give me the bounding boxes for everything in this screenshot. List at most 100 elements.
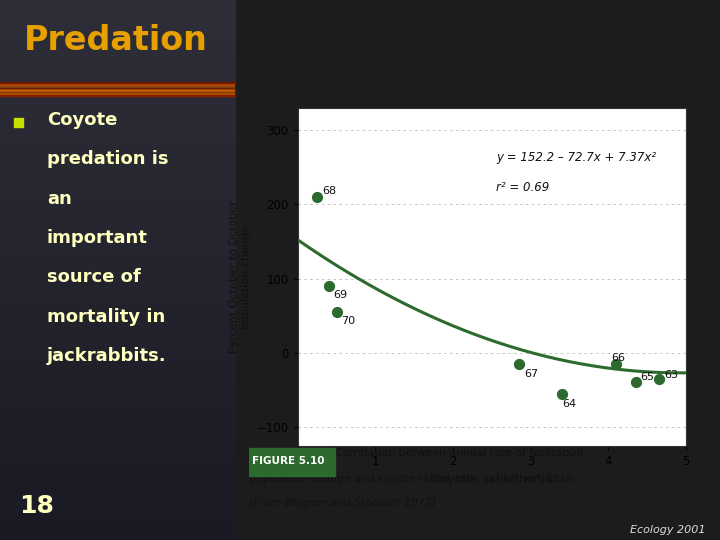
Bar xyxy=(0,386,235,389)
Bar xyxy=(0,397,235,400)
Bar xyxy=(0,84,235,85)
Bar xyxy=(0,413,235,416)
Bar xyxy=(0,529,235,532)
Bar xyxy=(0,94,235,97)
Bar xyxy=(0,113,235,116)
Text: r² = 0.69: r² = 0.69 xyxy=(496,181,549,194)
Bar xyxy=(0,3,235,5)
Bar xyxy=(0,284,235,286)
Bar xyxy=(0,346,235,348)
Bar xyxy=(0,68,235,70)
Bar xyxy=(0,516,235,518)
Bar xyxy=(0,93,235,94)
Bar xyxy=(0,181,235,184)
Bar xyxy=(0,510,235,513)
Bar xyxy=(0,38,235,40)
Text: predation is: predation is xyxy=(47,150,168,168)
Bar xyxy=(0,448,235,451)
Bar xyxy=(0,497,235,500)
Bar xyxy=(0,454,235,456)
Bar xyxy=(0,313,235,316)
Bar xyxy=(0,108,235,111)
Bar xyxy=(0,462,235,464)
Bar xyxy=(0,24,235,27)
Bar xyxy=(0,500,235,502)
Text: 65: 65 xyxy=(640,372,654,382)
Bar xyxy=(0,211,235,213)
Text: 63: 63 xyxy=(665,370,678,380)
Bar xyxy=(0,481,235,483)
Bar xyxy=(0,230,235,232)
Text: Correlation between annual rate of jackrabbit: Correlation between annual rate of jackr… xyxy=(335,448,583,457)
Bar xyxy=(0,111,235,113)
Bar xyxy=(0,70,235,73)
Bar xyxy=(0,402,235,405)
Bar xyxy=(0,424,235,427)
Bar xyxy=(0,437,235,440)
Bar xyxy=(0,400,235,402)
Bar xyxy=(0,84,235,86)
Bar xyxy=(0,275,235,278)
Bar xyxy=(0,456,235,459)
Bar xyxy=(0,394,235,397)
Bar xyxy=(0,227,235,229)
Text: 66: 66 xyxy=(611,353,626,363)
Bar xyxy=(0,92,235,94)
Bar xyxy=(0,251,235,254)
Bar xyxy=(0,502,235,505)
Bar xyxy=(0,508,235,510)
Bar xyxy=(0,89,235,90)
Bar xyxy=(0,240,235,243)
Bar xyxy=(0,184,235,186)
Bar xyxy=(0,286,235,289)
Bar xyxy=(0,59,235,62)
Bar xyxy=(0,297,235,300)
Bar xyxy=(0,381,235,383)
Bar xyxy=(0,478,235,481)
Bar xyxy=(0,343,235,346)
Bar xyxy=(0,310,235,313)
Bar xyxy=(0,216,235,219)
Point xyxy=(331,308,343,316)
Bar xyxy=(0,338,235,340)
Text: jackrabbits.: jackrabbits. xyxy=(47,347,166,365)
Bar xyxy=(0,443,235,445)
Bar xyxy=(0,362,235,364)
Bar xyxy=(0,378,235,381)
Bar xyxy=(0,537,235,540)
Bar xyxy=(0,165,235,167)
Bar xyxy=(0,30,235,32)
Bar xyxy=(0,176,235,178)
Bar xyxy=(0,375,235,378)
Bar xyxy=(0,278,235,281)
Point xyxy=(513,360,525,368)
Bar xyxy=(0,132,235,135)
Text: an: an xyxy=(47,190,72,207)
Text: source of: source of xyxy=(47,268,140,286)
Bar xyxy=(0,356,235,359)
Bar xyxy=(0,85,235,86)
Bar xyxy=(0,167,235,170)
Bar xyxy=(0,451,235,454)
Y-axis label: Percent October to October
population change: Percent October to October population ch… xyxy=(230,200,251,353)
Bar xyxy=(0,427,235,429)
Text: Predation: Predation xyxy=(24,24,207,57)
Bar xyxy=(0,392,235,394)
Bar xyxy=(0,65,235,68)
Bar xyxy=(0,40,235,43)
Bar xyxy=(0,124,235,127)
Bar xyxy=(0,259,235,262)
Text: Coyote: Coyote xyxy=(47,111,117,129)
Bar xyxy=(0,389,235,392)
Text: mortality in: mortality in xyxy=(47,308,165,326)
Bar xyxy=(0,122,235,124)
Bar xyxy=(0,135,235,138)
Bar xyxy=(0,81,235,84)
Bar xyxy=(0,332,235,335)
Bar xyxy=(0,140,235,143)
Bar xyxy=(0,78,235,81)
Bar xyxy=(0,86,235,87)
Bar xyxy=(0,86,235,89)
Bar xyxy=(0,370,235,373)
Bar xyxy=(0,186,235,189)
